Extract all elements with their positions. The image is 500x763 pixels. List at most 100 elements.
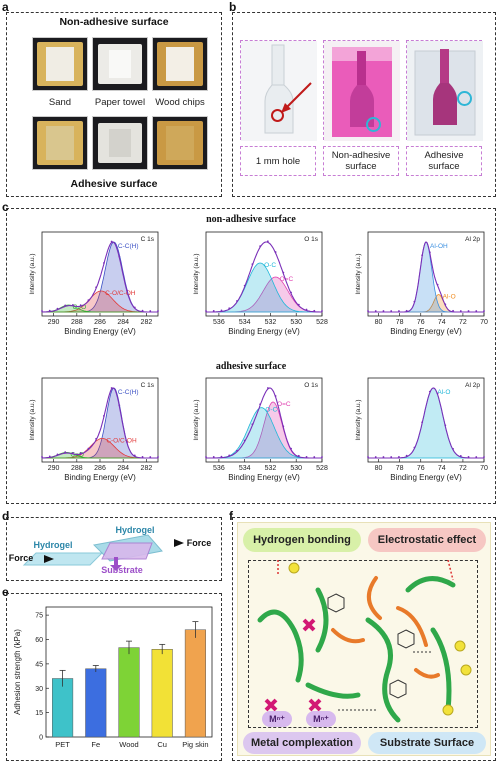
bar [85,668,107,738]
envelope-line [206,387,322,459]
x-tick-label: 536 [213,465,225,472]
metal-complexation-pill: Metal complexation [243,732,361,754]
x-tick-label: 290 [48,319,60,326]
sample-photo-paper-top [92,37,148,91]
x-tick-label: 76 [417,319,425,326]
x-tick-label: Cu [157,740,167,749]
peak-label: Al-O [443,294,456,301]
data-point [243,439,246,442]
data-point [79,452,82,454]
panel-d-label: d [2,509,10,523]
data-point [212,456,215,458]
data-point [205,310,207,312]
data-point [102,415,105,417]
data-point [313,309,316,312]
peak-label: Al-O [437,389,450,396]
data-point [56,307,59,310]
metal-ion-2: Mⁿ⁺ [306,711,336,727]
data-point [220,309,223,312]
data-point [413,446,416,449]
y-axis-label: Intensity (a.u.) [355,253,362,294]
data-point [236,300,238,302]
fitted-peak [206,407,322,459]
panel-b-image-1 [240,40,317,141]
data-point [205,456,207,458]
data-point [444,424,447,427]
y-axis-label: Intensity (a.u.) [29,253,36,294]
panel-b-label: b [229,0,237,14]
data-point [405,454,408,457]
data-point [405,309,408,312]
sample-label-paper: Paper towel [94,97,146,108]
arrow-left-icon [44,555,54,563]
sample-photo-paper-bottom [92,116,148,170]
data-point [243,284,246,287]
red-arrow-icon [281,82,312,113]
x-tick-label: 530 [290,319,302,326]
data-point [251,423,254,426]
x-tick-label: 74 [438,465,446,472]
data-point [398,456,400,458]
polymer-network-diagram [257,560,472,726]
lap-shear-diagram [22,534,184,571]
y-tick-label: 60 [35,637,43,644]
peak-label: O=C [277,401,291,408]
x-tick-label: 282 [141,319,153,326]
data-point [56,453,59,456]
data-point [459,455,462,457]
data-point [483,310,485,312]
x-tick-label: 532 [265,319,277,326]
data-point [141,456,144,458]
plot-title: C 1s [141,382,155,389]
data-point [157,456,159,458]
hydrogel-label-right: Hydrogel [115,525,155,535]
data-point [41,310,43,312]
data-point [133,306,136,309]
peak-label: O-C [265,407,277,414]
data-point [266,387,269,389]
x-axis-label: Binding Energy (eV) [390,473,462,482]
data-point [266,240,269,243]
data-point [467,310,470,312]
data-point [436,392,439,395]
x-tick-label: 288 [71,319,83,326]
y-tick-label: 15 [35,710,43,717]
peak-label: C-O/C-OH [106,437,137,444]
data-point [382,456,385,458]
x-tick-label: Wood [119,740,138,749]
cross-icon [302,618,316,632]
force-label-right: Force [186,538,212,548]
plot-title: Al 2p [465,382,480,389]
panel-b-image-3 [406,40,483,141]
x-tick-label: 290 [48,465,60,472]
x-tick-label: 80 [375,465,383,472]
data-point [149,456,152,458]
data-point [149,310,152,312]
x-axis-label: Binding Energy (eV) [64,327,136,336]
panel-a-top-title: Non-adhesive surface [59,16,169,28]
panel-f-label: f [229,509,233,523]
bar [52,678,74,738]
data-point [141,309,144,312]
fitted-peak [368,387,484,459]
peak-label: C=O [73,304,87,311]
panel-e-label: e [2,585,9,599]
adhesive-beaker-photo [407,41,483,141]
data-point [64,304,67,307]
data-point [228,307,231,310]
circle-marker-icon [366,117,381,132]
xps-spectra: C 1s 282 284 286 288 290 Binding Energy (eV) In… [29,231,488,482]
panel-c-box [6,208,496,504]
row1-title: non-adhesive surface [206,214,296,225]
data-point [274,251,277,253]
y-axis-label: Intensity (a.u.) [193,399,200,440]
envelope-line [42,241,158,313]
sample-label-wood: Wood chips [155,97,205,108]
x-tick-label: Pig skin [182,740,208,749]
y-axis-label: Intensity (a.u.) [29,399,36,440]
x-tick-label: 70 [480,319,488,326]
panel-f-box [232,517,496,761]
caption-box-1: 1 mm hole [240,146,316,176]
peak-label: O=C [280,276,294,283]
data-point [421,254,424,257]
